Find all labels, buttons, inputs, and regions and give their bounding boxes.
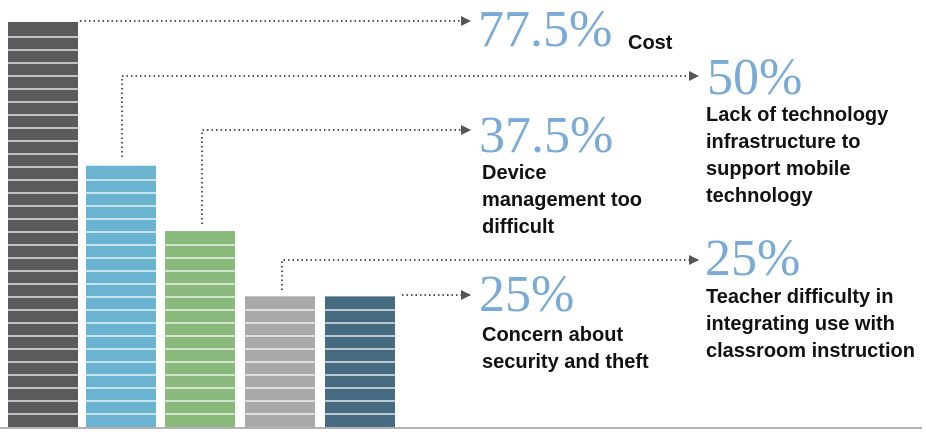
value-label: 37.5% (479, 107, 614, 164)
value-label: 25% (479, 266, 575, 323)
connector (201, 125, 471, 224)
category-label: Cost (628, 32, 673, 54)
connector (281, 255, 699, 290)
value-label: 25% (705, 230, 801, 287)
connector (121, 71, 699, 157)
category-label: Device management too difficult (482, 162, 643, 238)
bar (8, 22, 78, 427)
value-label: 50% (707, 49, 803, 106)
bar (86, 165, 156, 428)
category-label: Concern about security and theft (482, 324, 649, 373)
category-label: Lack of technology infrastructure to sup… (706, 104, 889, 207)
category-label: Teacher difficulty in integrating use wi… (706, 286, 915, 362)
bar (165, 231, 235, 427)
value-label: 77.5% (478, 1, 613, 58)
